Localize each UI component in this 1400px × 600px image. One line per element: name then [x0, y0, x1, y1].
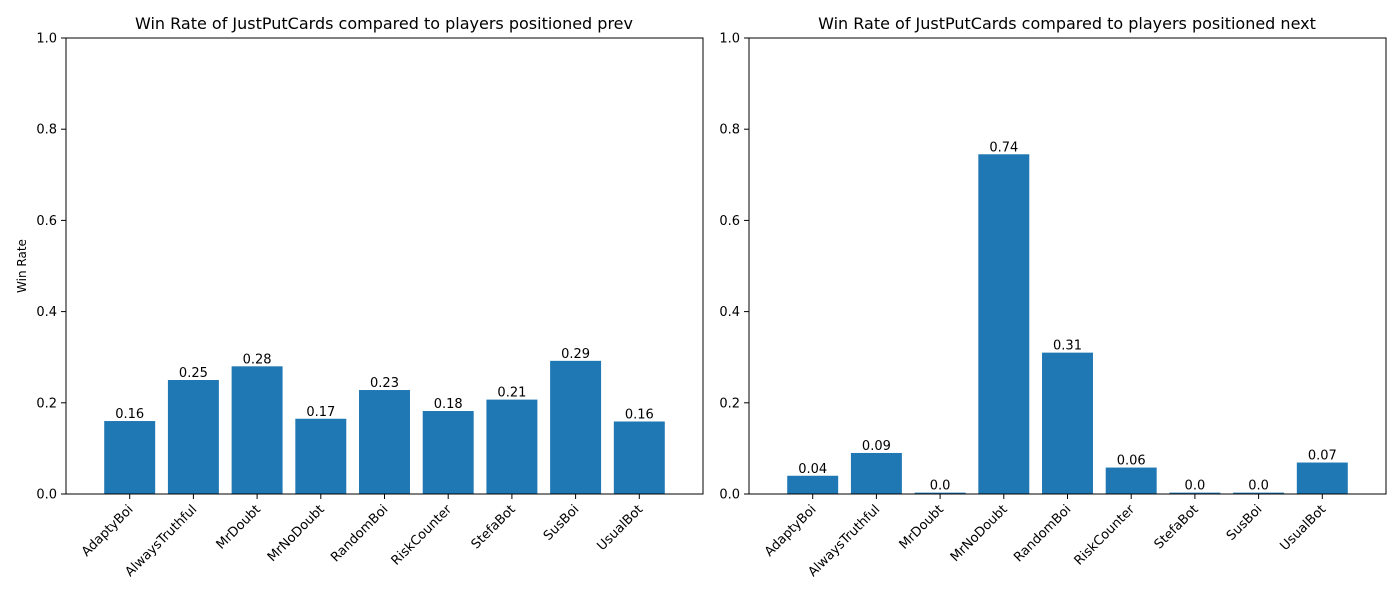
- bar-usualbot: [613, 421, 665, 494]
- bar-series: [787, 154, 1348, 494]
- x-tick-label: SusBoi: [1224, 502, 1266, 544]
- bar-susboi: [1233, 492, 1285, 494]
- x-tick-label: MrNoDoubt: [948, 502, 1011, 565]
- chart-panel-prev: Win Rate of JustPutCards compared to pla…: [15, 14, 704, 580]
- x-tick-label: StefaBot: [1152, 502, 1202, 552]
- bar-value-label: 0.07: [1308, 449, 1337, 464]
- bar-mrdoubt: [914, 492, 966, 494]
- bar-value-label: 0.25: [179, 366, 208, 381]
- y-axis: 0.0 0.2 0.4 0.6 0.8 1.0: [36, 32, 66, 503]
- bar-stefabot: [1169, 492, 1221, 494]
- x-tick-label: UsualBot: [1277, 502, 1329, 554]
- y-tick-label: 0.0: [36, 488, 57, 503]
- y-tick-label: 0.4: [719, 305, 740, 320]
- bar-value-label: 0.28: [243, 352, 272, 367]
- plot-frame: [748, 37, 1387, 495]
- bar-value-label: 0.23: [370, 376, 399, 391]
- x-tick-label: MrDoubt: [214, 502, 264, 552]
- y-axis-label: Win Rate: [15, 239, 29, 293]
- bar-value-label: 0.16: [625, 407, 654, 422]
- x-tick-label: AdaptyBoi: [79, 502, 137, 560]
- chart-title: Win Rate of JustPutCards compared to pla…: [135, 14, 633, 33]
- bar-value-label: 0.29: [561, 347, 590, 362]
- x-tick-label: RiskCounter: [1072, 502, 1139, 569]
- x-tick-label: RiskCounter: [389, 502, 456, 569]
- bar-mrnodoubt: [295, 418, 347, 494]
- y-axis: 0.0 0.2 0.4 0.6 0.8 1.0: [719, 32, 749, 503]
- bar-value-label: 0.0: [930, 479, 951, 494]
- bar-value-label: 0.18: [434, 397, 463, 412]
- bar-adaptyboi: [787, 475, 839, 494]
- bar-randomboi: [359, 390, 410, 494]
- chart-panel-next: Win Rate of JustPutCards compared to pla…: [719, 14, 1387, 580]
- bar-value-label: 0.21: [497, 386, 526, 401]
- bar-stefabot: [486, 399, 538, 494]
- bar-susboi: [550, 360, 602, 494]
- x-tick-label: RandomBoi: [328, 502, 391, 565]
- bar-riskcounter: [1105, 467, 1157, 494]
- y-tick-label: 0.2: [36, 396, 57, 411]
- x-tick-label: MrNoDoubt: [265, 502, 328, 565]
- y-tick-label: 0.8: [719, 123, 740, 138]
- bar-value-label: 0.0: [1248, 479, 1269, 494]
- bar-value-label: 0.0: [1185, 479, 1206, 494]
- bar-adaptyboi: [104, 421, 156, 494]
- x-tick-label: RandomBoi: [1011, 502, 1074, 565]
- bar-usualbot: [1296, 462, 1348, 494]
- y-tick-label: 0.8: [36, 123, 57, 138]
- y-tick-label: 0.4: [36, 305, 57, 320]
- x-tick-label: AdaptyBoi: [762, 502, 820, 560]
- chart-title: Win Rate of JustPutCards compared to pla…: [818, 14, 1316, 33]
- x-tick-label: SusBoi: [541, 502, 583, 544]
- bar-value-label: 0.31: [1053, 339, 1082, 354]
- x-tick-label: MrDoubt: [897, 502, 947, 552]
- x-tick-label: UsualBot: [594, 502, 646, 554]
- y-tick-label: 0.6: [36, 214, 57, 229]
- data-labels: 0.16 0.25 0.28 0.17 0.23 0.18 0.21 0.29 0.16: [115, 347, 654, 423]
- y-tick-label: 1.0: [36, 32, 57, 47]
- bar-value-label: 0.04: [798, 462, 827, 477]
- bar-series: [104, 360, 665, 494]
- bar-value-label: 0.16: [115, 407, 144, 422]
- x-tick-label: StefaBot: [469, 502, 519, 552]
- bar-value-label: 0.17: [306, 405, 335, 420]
- y-tick-label: 0.6: [719, 214, 740, 229]
- data-labels: 0.04 0.09 0.0 0.74 0.31 0.06 0.0 0.0 0.07: [798, 140, 1337, 493]
- bar-riskcounter: [422, 411, 474, 494]
- bar-randomboi: [1042, 352, 1093, 494]
- bar-alwaystruthful: [850, 452, 902, 494]
- bar-mrdoubt: [231, 366, 283, 494]
- bar-alwaystruthful: [167, 380, 219, 494]
- bar-value-label: 0.06: [1117, 454, 1146, 469]
- bar-value-label: 0.09: [862, 439, 891, 454]
- bar-value-label: 0.74: [989, 140, 1018, 155]
- y-tick-label: 1.0: [719, 32, 740, 47]
- y-tick-label: 0.2: [719, 396, 740, 411]
- plot-frame: [65, 37, 704, 495]
- y-tick-label: 0.0: [719, 488, 740, 503]
- bar-mrnodoubt: [978, 154, 1030, 494]
